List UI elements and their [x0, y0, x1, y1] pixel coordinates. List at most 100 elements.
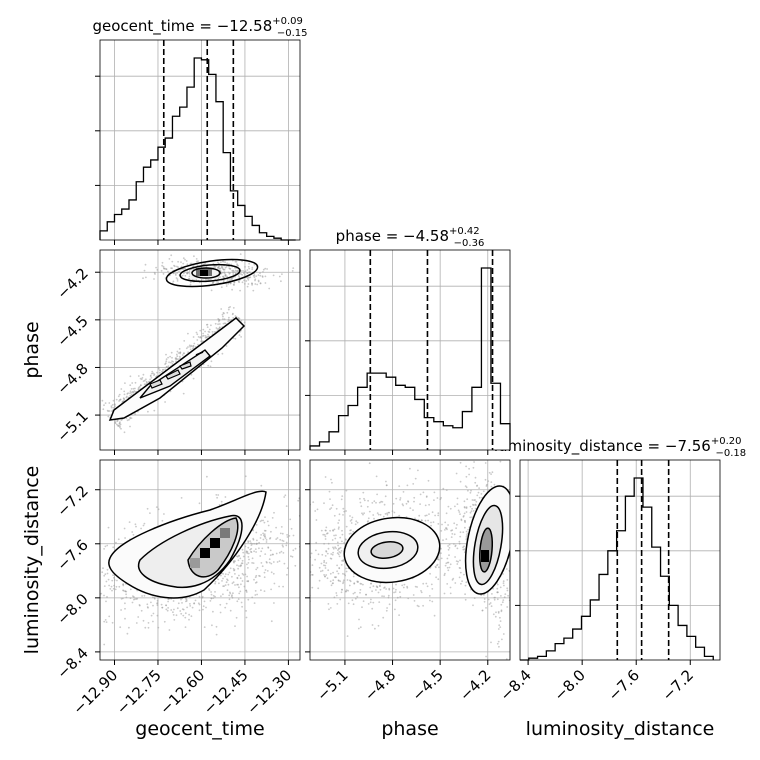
scatter-point-geocent-time-vs-phase — [227, 320, 230, 323]
scatter-point-geocent-time-vs-phase — [184, 274, 187, 277]
scatter-point-geocent-time-vs-luminosity-distance — [253, 602, 256, 604]
scatter-point-phase-vs-luminosity-distance — [514, 534, 516, 536]
scatter-point-phase-vs-luminosity-distance — [342, 579, 345, 582]
scatter-point-geocent-time-vs-luminosity-distance — [262, 532, 264, 535]
scatter-point-geocent-time-vs-phase — [222, 268, 225, 271]
scatter-point-geocent-time-vs-phase — [261, 275, 264, 278]
scatter-point-geocent-time-vs-luminosity-distance — [64, 576, 66, 578]
scatter-point-geocent-time-vs-phase — [145, 380, 148, 383]
scatter-point-geocent-time-vs-phase — [218, 320, 220, 323]
scatter-point-geocent-time-vs-phase — [247, 265, 250, 268]
scatter-point-phase-vs-luminosity-distance — [354, 597, 357, 600]
scatter-point-geocent-time-vs-luminosity-distance — [246, 552, 249, 555]
scatter-point-phase-vs-luminosity-distance — [465, 530, 468, 533]
scatter-point-phase-vs-luminosity-distance — [459, 567, 462, 569]
scatter-point-geocent-time-vs-luminosity-distance — [18, 560, 20, 562]
scatter-point-geocent-time-vs-luminosity-distance — [217, 494, 220, 496]
scatter-point-phase-vs-luminosity-distance — [401, 584, 404, 587]
scatter-point-phase-vs-luminosity-distance — [379, 588, 382, 591]
scatter-point-geocent-time-vs-luminosity-distance — [258, 541, 260, 544]
scatter-point-geocent-time-vs-phase — [181, 354, 184, 356]
scatter-point-geocent-time-vs-phase — [165, 268, 168, 271]
scatter-point-phase-vs-luminosity-distance — [392, 587, 395, 590]
scatter-point-phase-vs-luminosity-distance — [369, 601, 372, 604]
scatter-point-geocent-time-vs-luminosity-distance — [146, 603, 149, 606]
scatter-point-phase-vs-luminosity-distance — [489, 602, 492, 604]
scatter-point-phase-vs-luminosity-distance — [327, 547, 330, 550]
scatter-point-geocent-time-vs-luminosity-distance — [185, 600, 188, 602]
scatter-point-geocent-time-vs-luminosity-distance — [269, 537, 272, 539]
x-axis-label-geocent-time: geocent_time — [135, 718, 264, 740]
scatter-point-geocent-time-vs-luminosity-distance — [285, 505, 288, 507]
scatter-point-phase-vs-luminosity-distance — [421, 519, 423, 522]
scatter-point-geocent-time-vs-luminosity-distance — [143, 594, 146, 597]
scatter-point-phase-vs-luminosity-distance — [436, 564, 438, 567]
scatter-point-geocent-time-vs-luminosity-distance — [181, 602, 183, 604]
scatter-point-phase-vs-luminosity-distance — [353, 582, 356, 585]
scatter-point-phase-vs-luminosity-distance — [337, 544, 339, 547]
x-tick-label-geocent-time-3: −12.45 — [200, 666, 252, 718]
scatter-point-geocent-time-vs-phase — [264, 267, 267, 270]
scatter-point-phase-vs-luminosity-distance — [326, 577, 329, 580]
scatter-point-geocent-time-vs-luminosity-distance — [167, 607, 170, 609]
scatter-point-phase-vs-luminosity-distance — [341, 540, 343, 543]
scatter-point-phase-vs-luminosity-distance — [454, 544, 457, 547]
scatter-point-phase-vs-luminosity-distance — [331, 539, 334, 541]
scatter-point-phase-vs-luminosity-distance — [386, 512, 388, 515]
scatter-point-geocent-time-vs-luminosity-distance — [249, 540, 252, 542]
scatter-point-geocent-time-vs-phase — [102, 408, 105, 411]
scatter-point-phase-vs-luminosity-distance — [447, 505, 450, 508]
scatter-point-geocent-time-vs-phase — [190, 344, 193, 347]
scatter-point-geocent-time-vs-luminosity-distance — [247, 598, 250, 601]
scatter-point-geocent-time-vs-luminosity-distance — [140, 609, 143, 612]
scatter-point-geocent-time-vs-phase — [207, 335, 209, 338]
scatter-point-geocent-time-vs-luminosity-distance — [275, 538, 278, 540]
scatter-point-geocent-time-vs-phase — [124, 382, 126, 384]
scatter-point-geocent-time-vs-luminosity-distance — [225, 581, 228, 584]
scatter-point-phase-vs-luminosity-distance — [336, 541, 339, 544]
scatter-point-geocent-time-vs-luminosity-distance — [276, 561, 279, 563]
scatter-point-geocent-time-vs-phase — [278, 275, 281, 278]
scatter-point-phase-vs-luminosity-distance — [488, 603, 491, 606]
scatter-point-geocent-time-vs-luminosity-distance — [214, 595, 216, 598]
scatter-point-geocent-time-vs-luminosity-distance — [165, 608, 168, 611]
scatter-point-phase-vs-luminosity-distance — [324, 555, 327, 557]
scatter-point-geocent-time-vs-phase — [224, 274, 227, 277]
scatter-point-phase-vs-luminosity-distance — [455, 527, 457, 530]
scatter-point-geocent-time-vs-luminosity-distance — [279, 532, 282, 535]
scatter-point-geocent-time-vs-phase — [229, 272, 231, 274]
scatter-point-geocent-time-vs-luminosity-distance — [170, 609, 173, 611]
scatter-point-geocent-time-vs-phase — [176, 265, 178, 268]
scatter-point-phase-vs-luminosity-distance — [442, 487, 445, 490]
scatter-point-phase-vs-luminosity-distance — [468, 467, 470, 470]
scatter-point-phase-vs-luminosity-distance — [455, 472, 458, 475]
scatter-point-geocent-time-vs-phase — [180, 265, 183, 268]
scatter-point-phase-vs-luminosity-distance — [477, 457, 479, 459]
scatter-point-phase-vs-luminosity-distance — [334, 576, 336, 578]
scatter-point-phase-vs-luminosity-distance — [373, 517, 375, 520]
title-geocent-time: geocent_time = −12.58+0.09 −0.15 — [92, 16, 307, 39]
scatter-point-geocent-time-vs-luminosity-distance — [124, 617, 126, 620]
scatter-point-phase-vs-luminosity-distance — [325, 526, 328, 529]
scatter-point-geocent-time-vs-phase — [156, 371, 158, 374]
hist-line-luminosity-distance — [520, 477, 714, 661]
x-tick-label-geocent-time-0: −12.90 — [69, 666, 121, 718]
scatter-point-geocent-time-vs-luminosity-distance — [270, 571, 273, 574]
panel-content-phase-vs-luminosity-distance — [310, 457, 516, 660]
scatter-point-geocent-time-vs-phase — [191, 347, 194, 350]
scatter-point-phase-vs-luminosity-distance — [377, 513, 380, 516]
scatter-point-geocent-time-vs-luminosity-distance — [279, 538, 282, 541]
scatter-point-phase-vs-luminosity-distance — [409, 507, 412, 509]
scatter-point-geocent-time-vs-phase — [108, 402, 111, 404]
scatter-point-phase-vs-luminosity-distance — [422, 491, 425, 494]
scatter-point-geocent-time-vs-phase — [131, 382, 134, 384]
scatter-point-geocent-time-vs-phase — [255, 275, 258, 277]
scatter-point-geocent-time-vs-phase — [186, 263, 189, 266]
scatter-point-geocent-time-vs-phase — [224, 266, 227, 269]
scatter-point-geocent-time-vs-luminosity-distance — [94, 632, 96, 634]
scatter-point-phase-vs-luminosity-distance — [351, 599, 354, 602]
scatter-point-geocent-time-vs-phase — [197, 343, 199, 346]
scatter-point-geocent-time-vs-phase — [232, 273, 235, 276]
scatter-point-geocent-time-vs-phase — [171, 360, 173, 362]
scatter-point-phase-vs-luminosity-distance — [368, 510, 371, 513]
